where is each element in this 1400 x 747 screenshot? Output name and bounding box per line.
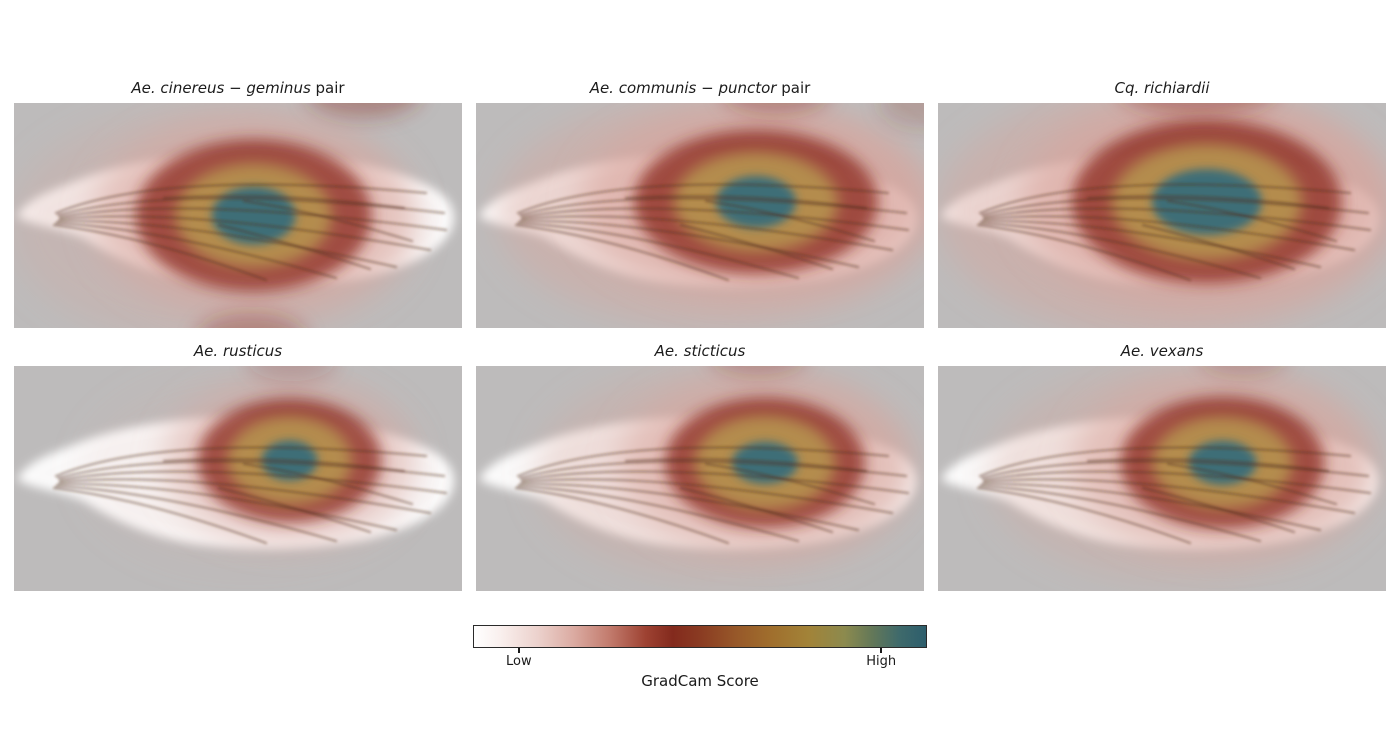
title-suffix: pair (310, 79, 345, 97)
panel-title-communis-punctor: Ae. communis − punctor pair (476, 78, 924, 98)
panel-title-cinereus-geminus: Ae. cinereus − geminus pair (14, 78, 462, 98)
species-name: Ae. cinereus − geminus (131, 79, 311, 97)
title-suffix: pair (776, 79, 811, 97)
wing-heatmap-panel-sticticus (476, 366, 924, 591)
colorbar-title: GradCam Score (641, 672, 759, 690)
colorbar-tick-low (518, 648, 520, 653)
panel-title-vexans: Ae. vexans (938, 341, 1386, 361)
colorbar-label-low: Low (506, 654, 532, 669)
wing-heatmap-panel-communis-punctor (476, 103, 924, 328)
colorbar-gradient (473, 625, 927, 648)
colorbar-tick-high (880, 648, 882, 653)
panel-title-rusticus: Ae. rusticus (14, 341, 462, 361)
species-name: Ae. communis − punctor (589, 79, 777, 97)
colorbar-label-high: High (866, 654, 897, 669)
wing-heatmap-panel-cinereus-geminus (14, 103, 462, 328)
species-name: Ae. rusticus (193, 342, 283, 360)
colorbar: Low High GradCam Score (473, 625, 927, 695)
panel-title-sticticus: Ae. sticticus (476, 341, 924, 361)
wing-heatmap-panel-richiardii (938, 103, 1386, 328)
species-name: Cq. richiardii (1114, 79, 1210, 97)
species-name: Ae. sticticus (654, 342, 746, 360)
panel-title-richiardii: Cq. richiardii (938, 78, 1386, 98)
species-name: Ae. vexans (1120, 342, 1204, 360)
wing-heatmap-panel-vexans (938, 366, 1386, 591)
wing-heatmap-panel-rusticus (14, 366, 462, 591)
